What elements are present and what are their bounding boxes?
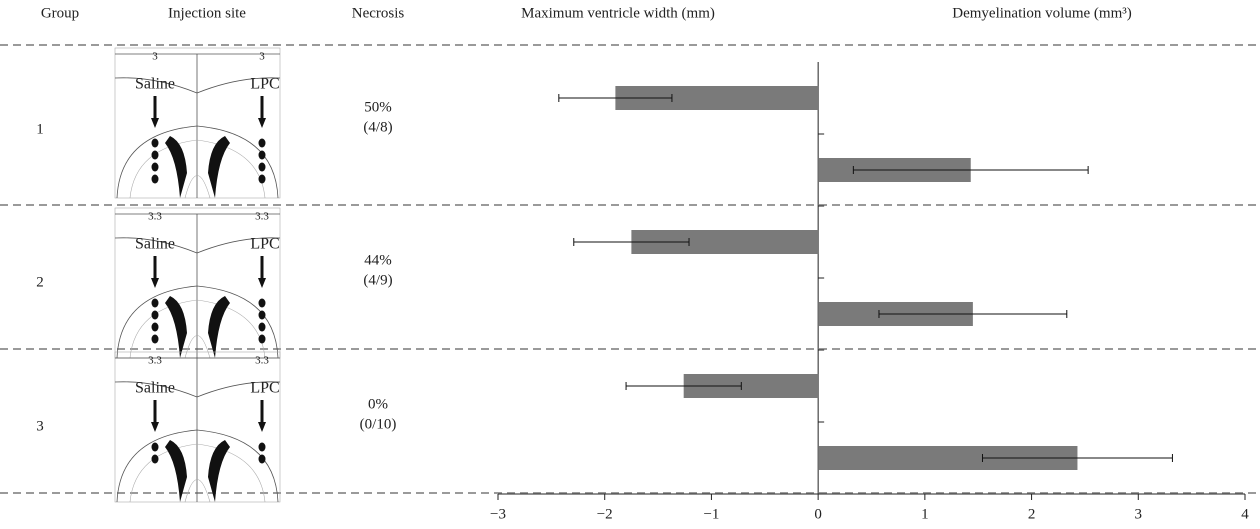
- diagram-frame: [114, 47, 281, 199]
- group-label: 2: [36, 274, 44, 290]
- site-label: Saline: [135, 236, 175, 253]
- arrow-head: [151, 118, 159, 128]
- header: Injection site: [168, 5, 246, 21]
- brain-arch: [116, 285, 279, 359]
- injection-dot: [151, 442, 159, 452]
- cortex: [114, 77, 281, 94]
- error-bar: [981, 454, 1173, 462]
- header: Necrosis: [352, 5, 405, 21]
- ventricle: [165, 136, 187, 198]
- injection-dot: [258, 138, 266, 148]
- arrow-head: [258, 278, 266, 288]
- cortex: [114, 381, 281, 398]
- ventricle: [208, 440, 230, 502]
- depth-label: 3.3: [255, 211, 269, 223]
- depth-label: 3.3: [148, 211, 162, 223]
- necrosis-percent: 0%: [368, 396, 388, 412]
- injection-dot: [258, 334, 266, 344]
- injection-dot: [151, 150, 159, 160]
- injection-diagram: 3.3 3.3 Saline LPC: [114, 351, 281, 503]
- cortex: [114, 237, 281, 254]
- brain-arch: [116, 429, 279, 503]
- injection-dot: [258, 442, 266, 452]
- ventricle: [165, 440, 187, 502]
- x-tick-label: 2: [1028, 506, 1036, 522]
- injection-diagram: 3.3 3.3 Saline LPC: [114, 207, 281, 359]
- depth-label: 3: [259, 51, 265, 63]
- ventricle: [208, 296, 230, 358]
- hippocampus: [184, 479, 211, 503]
- brain-arch: [116, 125, 279, 199]
- depth-label: 3.3: [148, 355, 162, 367]
- error-bar: [852, 166, 1089, 174]
- group-label: 3: [36, 418, 44, 434]
- brain-arch-inner: [129, 299, 266, 359]
- injection-dot: [258, 150, 266, 160]
- injection-dot: [151, 322, 159, 332]
- error-bar: [558, 94, 673, 102]
- group-label: 1: [36, 121, 44, 137]
- necrosis-count: (4/8): [363, 119, 392, 135]
- x-tick-label: 3: [1135, 506, 1143, 522]
- arrow-head: [258, 118, 266, 128]
- header: Group: [41, 5, 79, 21]
- necrosis-count: (0/10): [360, 416, 397, 432]
- brain-arch-inner: [129, 443, 266, 503]
- ventricle: [165, 296, 187, 358]
- necrosis-percent: 44%: [364, 252, 392, 268]
- necrosis-percent: 50%: [364, 99, 392, 115]
- injection-dot: [258, 174, 266, 184]
- injection-dot: [151, 310, 159, 320]
- necrosis-count: (4/9): [363, 272, 392, 288]
- injection-dot: [258, 162, 266, 172]
- depth-label: 3: [152, 51, 158, 63]
- arrow-head: [151, 278, 159, 288]
- injection-dot: [258, 454, 266, 464]
- injection-diagram: 3 3 Saline LPC: [114, 47, 281, 199]
- injection-dot: [151, 334, 159, 344]
- site-label: Saline: [135, 380, 175, 397]
- arrow-head: [151, 422, 159, 432]
- site-label: LPC: [250, 380, 279, 397]
- injection-dot: [258, 322, 266, 332]
- brain-arch-inner: [129, 139, 266, 199]
- injection-dot: [151, 174, 159, 184]
- injection-dot: [151, 298, 159, 308]
- injection-dot: [151, 138, 159, 148]
- hippocampus: [184, 175, 211, 199]
- x-tick-label: 0: [814, 506, 822, 522]
- site-label: Saline: [135, 76, 175, 93]
- diagram-frame: [114, 351, 281, 503]
- site-label: LPC: [250, 76, 279, 93]
- depth-label: 3.3: [255, 355, 269, 367]
- injection-dot: [258, 310, 266, 320]
- series-header: Maximum ventricle width (mm): [521, 5, 715, 21]
- series-header: Demyelination volume (mm³): [952, 5, 1131, 21]
- x-tick-label: 1: [921, 506, 929, 522]
- injection-dot: [258, 298, 266, 308]
- x-tick-label: −2: [597, 506, 613, 522]
- error-bar: [625, 382, 742, 390]
- hippocampus: [184, 335, 211, 359]
- x-tick-label: −3: [490, 506, 506, 522]
- injection-dot: [151, 162, 159, 172]
- arrow-head: [258, 422, 266, 432]
- error-bar: [878, 310, 1068, 318]
- error-bar: [573, 238, 690, 246]
- ventricle: [208, 136, 230, 198]
- injection-dot: [151, 454, 159, 464]
- site-label: LPC: [250, 236, 279, 253]
- x-tick-label: −1: [703, 506, 719, 522]
- x-tick-label: 4: [1241, 506, 1249, 522]
